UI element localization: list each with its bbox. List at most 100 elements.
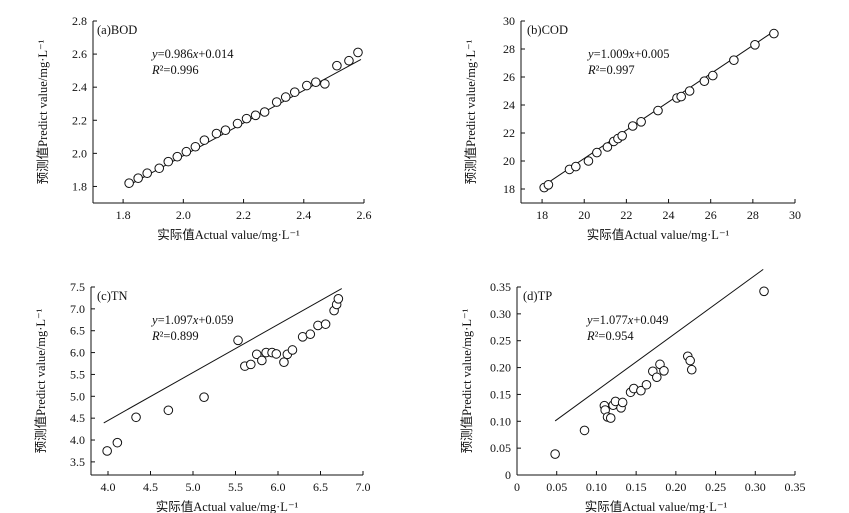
regression-equation: y=1.009x+0.005 [586,47,670,61]
data-point [220,125,231,135]
r-squared: R²=0.899 [151,329,199,343]
data-point [684,86,695,96]
r-squared: R²=0.996 [151,63,199,77]
y-tick-label: 4.0 [70,433,85,447]
y-tick-label: 20 [503,154,515,168]
data-point [579,425,590,436]
y-tick-label: 5.5 [70,367,85,381]
x-tick-label: 4.5 [143,480,158,494]
data-point [154,163,165,174]
data-point [133,173,143,183]
data-point [301,80,312,91]
data-point [163,405,174,416]
data-point [112,437,123,448]
x-tick-label: 22 [620,208,632,222]
x-tick-label: 6.0 [271,480,286,494]
x-tick-label: 5.0 [186,480,201,494]
chart-panel-3: 4.0 4.5 5.0 5.5 6.0 6.5 7.0 3.5 4.0 4.5 5.0 5.5 6.0 6… [33,280,371,513]
data-point [259,107,270,117]
regression-equation: y=0.986x+0.014 [150,47,234,61]
x-tick-label: 30 [789,208,801,222]
data-point [729,55,739,66]
x-tick-label: 24 [663,208,675,222]
data-point [641,379,652,390]
x-tick-label: 6.5 [313,480,328,494]
y-tick-label: 0.25 [490,334,511,348]
data-point [163,156,174,167]
x-axis-label: 实际值Actual value/mg·L⁻¹ [587,227,730,242]
data-point [344,55,354,66]
data-point [181,146,192,157]
data-point [233,335,243,346]
data-point [102,446,112,456]
data-point [699,76,710,86]
x-tick-label: 28 [747,208,759,222]
data-point [543,180,554,190]
x-tick-label: 2.4 [296,208,311,222]
data-point [124,178,134,188]
panel-label: (a)BOD [97,23,137,37]
data-point [686,364,697,375]
data-point [199,135,210,145]
data-point [190,141,201,152]
data-point [289,87,300,97]
y-axis-label: 预测值Predict value/mg·L⁻¹ [35,39,50,184]
data-point [759,286,769,297]
y-tick-label: 28 [503,42,515,56]
y-tick-label: 0.05 [490,441,511,455]
y-tick-label: 0.15 [490,387,511,401]
x-tick-label: 2.6 [357,208,372,222]
panel-label: (c)TN [97,289,128,303]
data-point [250,110,261,121]
data-point [142,168,152,179]
y-tick-label: 2.2 [72,113,87,127]
x-tick-label: 26 [705,208,717,222]
x-tick-label: 2.0 [176,208,191,222]
chart-panel-2: 18 20 22 24 26 28 30 18 20 22 24 26 28 30 (b)COD y=1.00… [463,14,801,242]
x-axis-label: 实际值Actual value/mg·L⁻¹ [585,499,728,513]
x-tick-label: 0.35 [785,480,806,494]
data-point [320,79,330,89]
y-tick-label: 4.5 [70,411,85,425]
data-point [651,372,662,383]
y-tick-label: 0.10 [490,414,511,428]
data-point [583,156,594,166]
data-point [332,60,342,71]
x-tick-label: 4.0 [101,480,116,494]
data-point [617,397,628,408]
x-tick-label: 0 [514,480,520,494]
y-tick-label: 5.0 [70,389,85,403]
x-tick-label: 2.2 [236,208,251,222]
data-point [333,294,344,304]
y-tick-label: 7.0 [70,302,85,316]
y-tick-label: 2.8 [72,14,87,28]
x-tick-label: 0.30 [745,480,766,494]
data-point [659,365,669,376]
x-tick-label: 0.25 [705,480,726,494]
data-point [320,319,331,329]
y-tick-label: 0.30 [490,307,511,321]
r-squared: R²=0.954 [586,329,634,343]
regression-equation: y=1.077x+0.049 [585,313,669,327]
y-tick-label: 2.0 [72,146,87,160]
x-tick-label: 1.8 [116,208,131,222]
y-tick-label: 6.0 [70,346,85,360]
fit-line [554,268,764,422]
data-point [257,355,267,366]
chart-panel-4: 0 0.05 0.10 0.15 0.20 0.25 0.30 0.35 0 0.05 0.10 0.… [459,268,806,513]
data-point [602,142,613,152]
y-tick-label: 26 [503,70,515,84]
data-point [241,113,252,124]
x-axis-label: 实际值Actual value/mg·L⁻¹ [157,227,300,242]
data-point [708,70,718,81]
data-point [280,92,291,102]
data-point [353,47,363,58]
y-axis-label: 预测值Predict value/mg·L⁻¹ [33,308,48,453]
data-point [211,128,222,139]
x-tick-label: 18 [536,208,548,222]
x-tick-label: 0.20 [665,480,686,494]
data-point [311,77,321,88]
data-point [592,147,602,158]
data-point [271,97,282,107]
